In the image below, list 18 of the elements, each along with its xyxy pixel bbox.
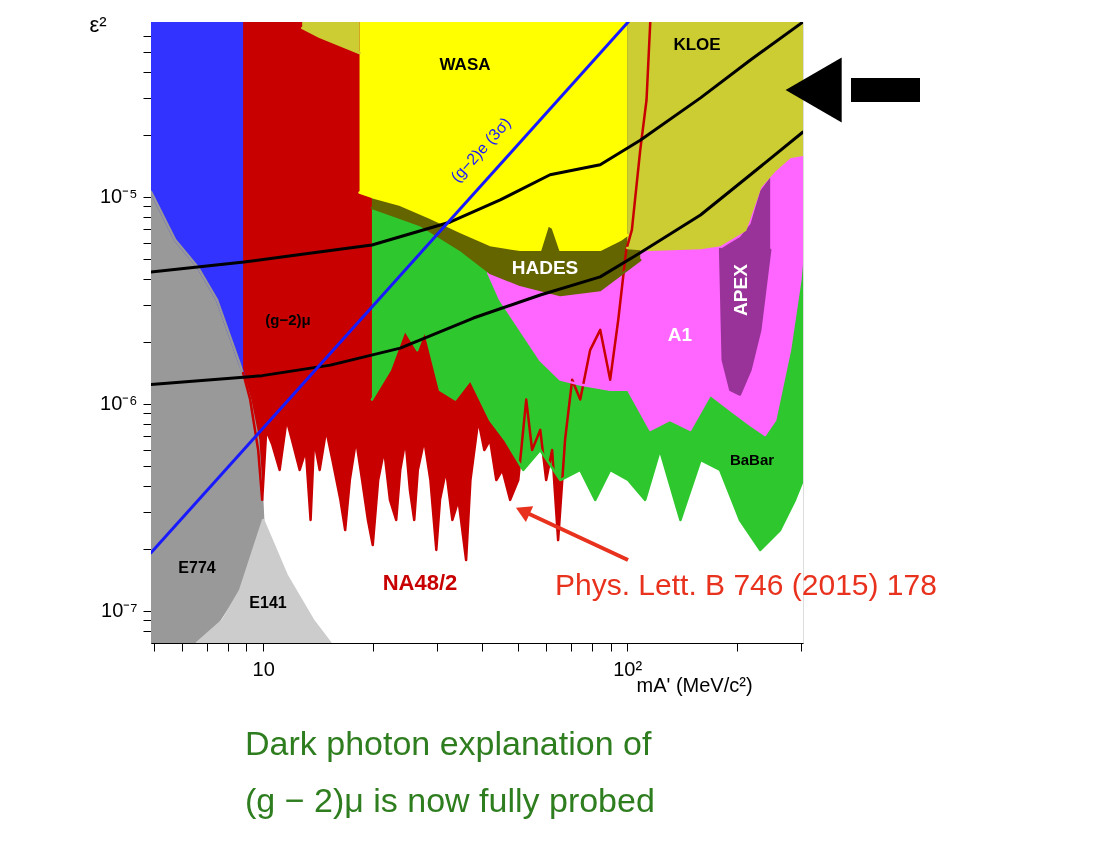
annotation: (g−2)μ — [265, 311, 311, 328]
annotation: E774 — [178, 559, 216, 576]
y-axis-title: ε² — [89, 11, 107, 37]
annotation: Phys. Lett. B 746 (2015) 178 — [555, 568, 937, 601]
annotation: APEX — [730, 263, 751, 316]
annotation: NA48/2 — [382, 570, 458, 595]
annotation: WASA — [439, 55, 491, 74]
annotation: BaBar — [729, 451, 775, 468]
text: (g − 2)μ is now fully probed — [245, 781, 655, 819]
y-tick-label: 10⁻⁷ — [101, 599, 138, 622]
y-tick-label: 10⁻⁶ — [100, 392, 138, 415]
x-tick-label: 10 — [252, 657, 275, 680]
annotation: KLOE — [673, 35, 721, 54]
annotation: A1 — [667, 324, 693, 345]
y-tick-label: 10⁻⁵ — [99, 185, 138, 208]
text: Dark photon explanation of — [245, 724, 652, 762]
annotation: E141 — [249, 594, 287, 611]
annotation: HADES — [511, 257, 579, 278]
